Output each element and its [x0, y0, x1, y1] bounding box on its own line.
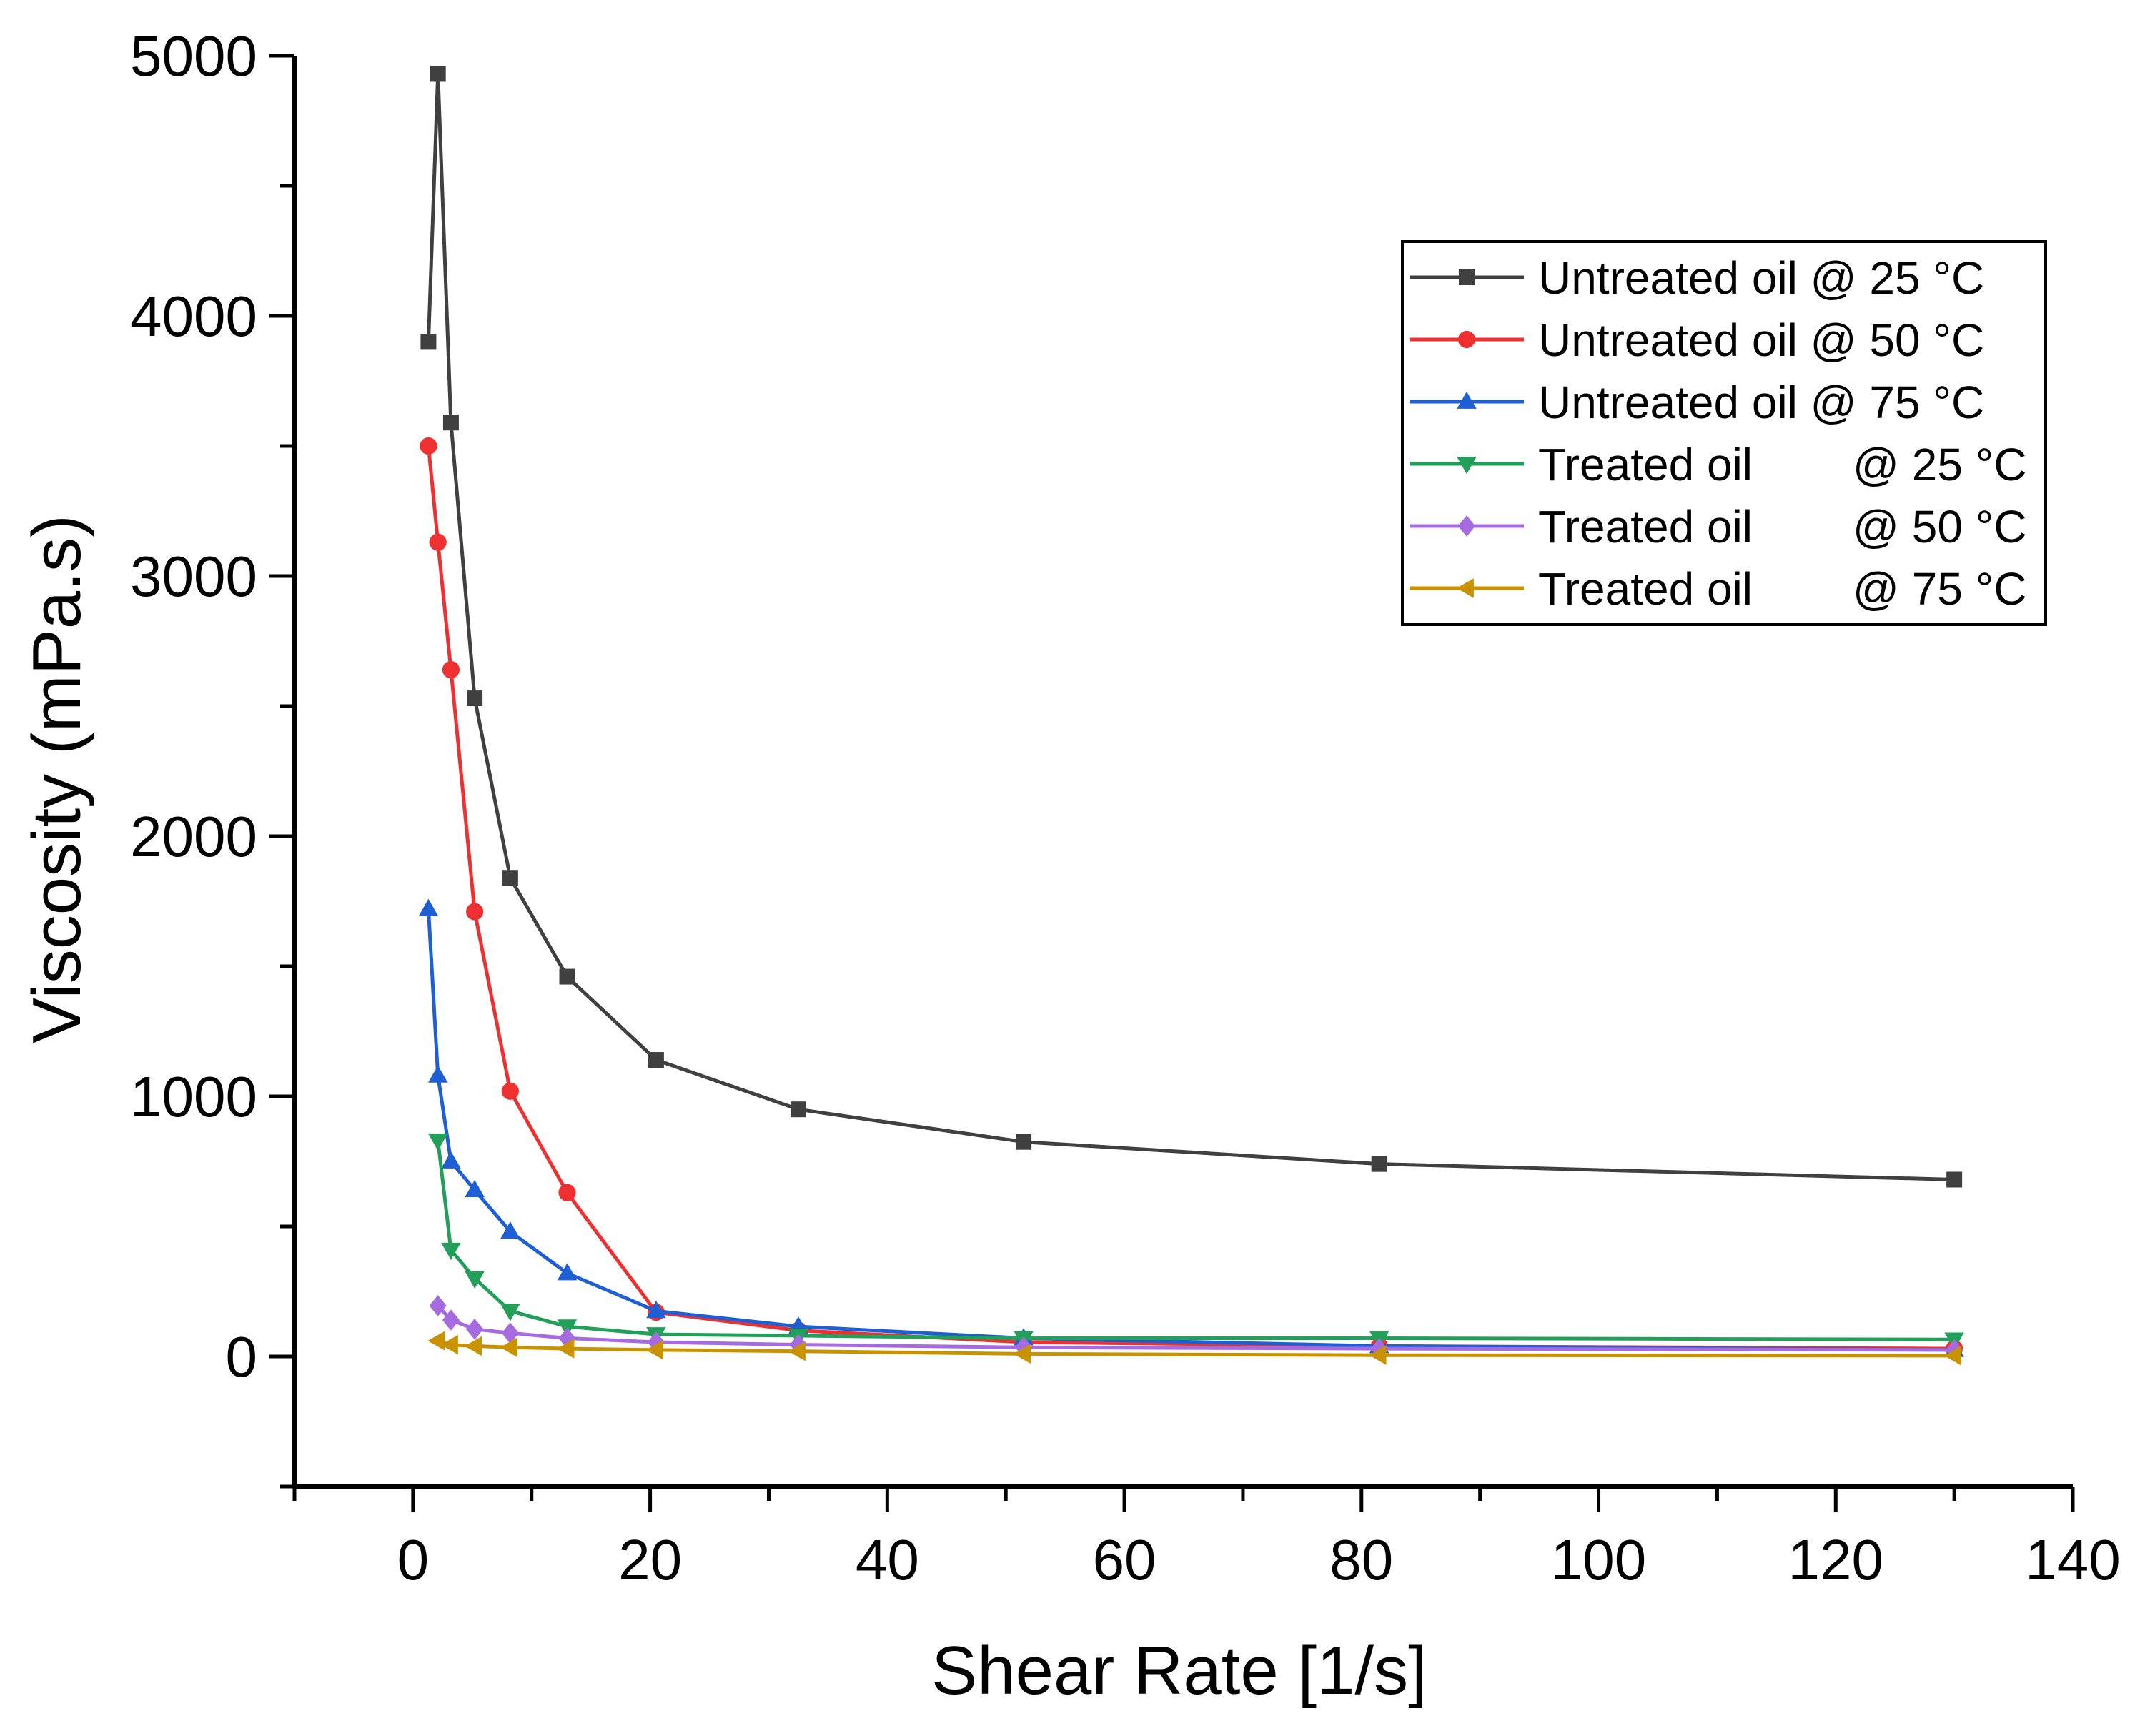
- legend-marker: [1459, 269, 1475, 285]
- data-point: [466, 903, 484, 921]
- x-tick-label: 80: [1329, 1528, 1393, 1592]
- series-line: [426, 908, 1955, 1352]
- data-point: [558, 1184, 576, 1201]
- axes: 0 1000 2000 3000 4000 5000 0 20 40 60 80 100 120 140: [130, 24, 2121, 1592]
- data-point: [440, 1334, 458, 1355]
- x-axis-title: Shear Rate [1/s]: [931, 1632, 1427, 1709]
- data-point: [1016, 1134, 1032, 1150]
- series-line: [436, 1140, 1955, 1341]
- x-tick-label: 0: [397, 1528, 430, 1592]
- legend-temp: @ 25 °C: [1853, 439, 2027, 490]
- legend-label: Untreated oil @ 25 °C: [1538, 252, 1984, 304]
- legend-entry: Untreated oil @ 25 °C: [1410, 252, 1984, 304]
- data-point: [441, 1242, 461, 1261]
- data-point: [427, 1331, 445, 1351]
- data-point: [429, 533, 447, 551]
- legend-label: Untreated oil @ 75 °C: [1538, 377, 1984, 428]
- data-point: [1013, 1344, 1031, 1364]
- x-tick-label: 20: [618, 1528, 682, 1592]
- legend-marker: [1457, 515, 1476, 537]
- data-point: [647, 1331, 665, 1353]
- series-line: [426, 72, 1955, 1181]
- data-point: [465, 1179, 485, 1197]
- data-point: [1946, 1171, 1963, 1188]
- data-point: [646, 1301, 666, 1319]
- y-tick-label: 2000: [130, 805, 257, 868]
- data-point: [559, 968, 575, 985]
- data-point: [500, 1337, 517, 1358]
- legend-marker: [1457, 457, 1477, 475]
- series-1: [420, 66, 1963, 1188]
- legend-marker: [1457, 391, 1477, 409]
- data-point: [430, 66, 446, 82]
- legend-marker: [1456, 578, 1474, 598]
- legend-temp: @ 75 °C: [1853, 563, 2027, 615]
- legend-entry: Treated oil @ 25 °C: [1410, 439, 2027, 490]
- data-point: [557, 1339, 575, 1359]
- series-layer: [418, 66, 1964, 1366]
- legend-marker: [1457, 330, 1476, 349]
- series-line: [436, 1304, 1955, 1352]
- data-point: [467, 690, 483, 707]
- data-point: [500, 1221, 520, 1239]
- data-point: [501, 1082, 519, 1100]
- data-point: [420, 437, 437, 455]
- y-tick-label: 0: [226, 1325, 258, 1389]
- data-point: [427, 1065, 448, 1083]
- series-line: [437, 1339, 1955, 1358]
- data-point: [429, 1295, 447, 1316]
- data-point: [790, 1101, 806, 1118]
- data-point: [645, 1340, 663, 1360]
- x-tick-label: 140: [2025, 1528, 2120, 1592]
- data-point: [418, 898, 439, 916]
- data-point: [502, 870, 518, 886]
- legend-entry: Untreated oil @ 75 °C: [1410, 377, 1984, 428]
- data-point: [648, 1052, 664, 1068]
- y-tick-label: 1000: [130, 1065, 257, 1129]
- x-tick-label: 40: [856, 1528, 919, 1592]
- legend-temp: @ 50 °C: [1853, 501, 2027, 552]
- data-point: [788, 1341, 806, 1361]
- x-tick-label: 120: [1788, 1528, 1883, 1592]
- data-point: [442, 660, 460, 679]
- y-tick-label: 3000: [130, 545, 257, 608]
- legend-entry: Untreated oil @ 50 °C: [1410, 314, 1984, 366]
- data-point: [441, 1151, 461, 1169]
- data-point: [427, 1133, 448, 1151]
- series-3: [418, 898, 1964, 1357]
- legend-label: Treated oil: [1538, 501, 1753, 552]
- legend-entry: Treated oil @ 75 °C: [1410, 563, 2027, 615]
- series-6: [427, 1331, 1962, 1366]
- data-point: [1371, 1156, 1387, 1172]
- data-point: [466, 1318, 484, 1340]
- data-point: [501, 1322, 519, 1344]
- legend-label: Untreated oil @ 50 °C: [1538, 314, 1984, 366]
- data-point: [442, 1309, 460, 1331]
- data-point: [557, 1263, 578, 1281]
- y-tick-label: 5000: [130, 24, 257, 88]
- data-point: [465, 1271, 485, 1289]
- legend-label: Treated oil: [1538, 439, 1753, 490]
- data-point: [442, 415, 459, 431]
- data-point: [420, 334, 437, 350]
- data-point: [789, 1334, 808, 1356]
- x-tick-label: 60: [1093, 1528, 1156, 1592]
- data-point: [1369, 1345, 1387, 1365]
- legend-entry: Treated oil @ 50 °C: [1410, 501, 2027, 552]
- data-point: [464, 1336, 482, 1356]
- legend-label: Treated oil: [1538, 563, 1753, 615]
- x-tick-label: 100: [1551, 1528, 1646, 1592]
- data-point: [500, 1304, 520, 1321]
- y-tick-label: 4000: [130, 284, 257, 348]
- legend: Untreated oil @ 25 °C Untreated oil @ 50 …: [1401, 240, 2047, 626]
- y-axis-title: Viscosity (mPa.s): [19, 515, 95, 1043]
- data-point: [1943, 1346, 1962, 1366]
- data-point: [558, 1327, 576, 1349]
- legend-box: [1401, 240, 2047, 626]
